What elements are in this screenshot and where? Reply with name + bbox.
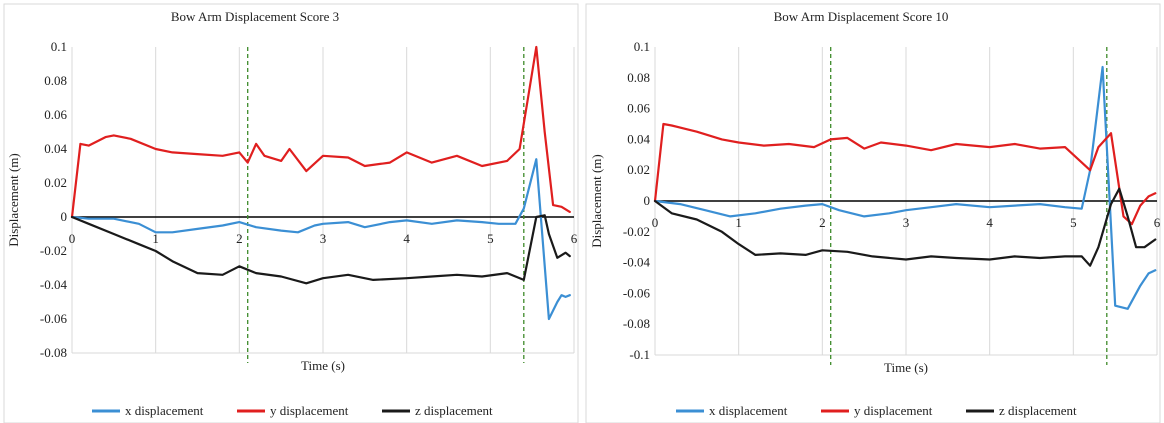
x-tick-label: 1 (735, 215, 742, 230)
series-line-z-displacement (653, 187, 1157, 267)
y-tick-label: -0.02 (623, 224, 650, 239)
y-tick-label: 0.02 (627, 162, 650, 177)
y-tick-label: 0.06 (627, 101, 650, 116)
x-tick-label: 6 (571, 231, 578, 246)
y-tick-label: 0.1 (634, 39, 650, 54)
legend-label: x displacement (709, 403, 788, 418)
series-line-y-displacement (653, 122, 1157, 226)
x-tick-label: 4 (403, 231, 410, 246)
series-line-y-displacement (70, 45, 571, 219)
series-line-z-displacement (70, 214, 571, 285)
x-tick-label: 2 (236, 231, 243, 246)
x-tick-label: 0 (69, 231, 76, 246)
y-tick-label: -0.08 (40, 345, 67, 360)
y-tick-label: -0.06 (40, 311, 68, 326)
y-tick-label: 0 (644, 193, 651, 208)
y-axis-label: Displacement (m) (6, 153, 21, 247)
x-tick-label: 2 (819, 215, 826, 230)
x-tick-label: 5 (1070, 215, 1077, 230)
y-tick-label: -0.04 (40, 277, 68, 292)
y-tick-label: -0.1 (629, 347, 650, 362)
x-tick-label: 0 (652, 215, 659, 230)
x-tick-label: 3 (903, 215, 910, 230)
y-tick-label: 0.04 (44, 141, 67, 156)
chart-title: Bow Arm Displacement Score 10 (774, 9, 949, 24)
y-tick-label: -0.06 (623, 285, 651, 300)
chart-svg-score-3: Bow Arm Displacement Score 3 -0.08 -0.06 -0… (3, 3, 579, 423)
x-tick-label: 5 (487, 231, 494, 246)
legend-label: y displacement (854, 403, 933, 418)
y-tick-label: 0.06 (44, 107, 67, 122)
y-tick-label: 0.02 (44, 175, 67, 190)
y-tick-label: 0.08 (44, 73, 67, 88)
chart-frame (3, 3, 579, 423)
y-tick-label: 0 (61, 209, 68, 224)
y-axis-label: Displacement (m) (589, 154, 604, 248)
legend-label: y displacement (270, 403, 349, 418)
y-tick-label: 0.1 (51, 39, 67, 54)
chart-panel-score-10: Bow Arm Displacement Score 10 -0.1 -0.08 -0… (582, 0, 1164, 423)
x-tick-label: 1 (152, 231, 159, 246)
y-tick-label: -0.08 (623, 316, 650, 331)
x-tick-label: 6 (1154, 215, 1161, 230)
y-tick-label: -0.04 (623, 255, 651, 270)
chart-svg-score-10: Bow Arm Displacement Score 10 -0.1 -0.08 -0… (585, 3, 1161, 423)
chart-frame (585, 3, 1161, 423)
series-line-x-displacement (70, 158, 571, 321)
chart-panel-score-3: Bow Arm Displacement Score 3 -0.08 -0.06 -0… (3, 3, 579, 423)
y-tick-label: 0.08 (627, 70, 650, 85)
x-axis-label: Time (s) (884, 360, 928, 375)
legend-label: x displacement (125, 403, 204, 418)
x-axis-label: Time (s) (301, 358, 345, 373)
x-tick-label: 3 (320, 231, 327, 246)
legend-label: z displacement (999, 403, 1077, 418)
legend-label: z displacement (415, 403, 493, 418)
x-tick-label: 4 (986, 215, 993, 230)
chart-group: Bow Arm Displacement Score 3 -0.08 -0.06 -0… (3, 3, 579, 423)
y-tick-label: -0.02 (40, 243, 67, 258)
series-line-x-displacement (653, 65, 1157, 310)
y-tick-label: 0.04 (627, 131, 650, 146)
chart-group: Bow Arm Displacement Score 10 -0.1 -0.08 -0… (585, 3, 1161, 423)
chart-title: Bow Arm Displacement Score 3 (171, 9, 339, 24)
